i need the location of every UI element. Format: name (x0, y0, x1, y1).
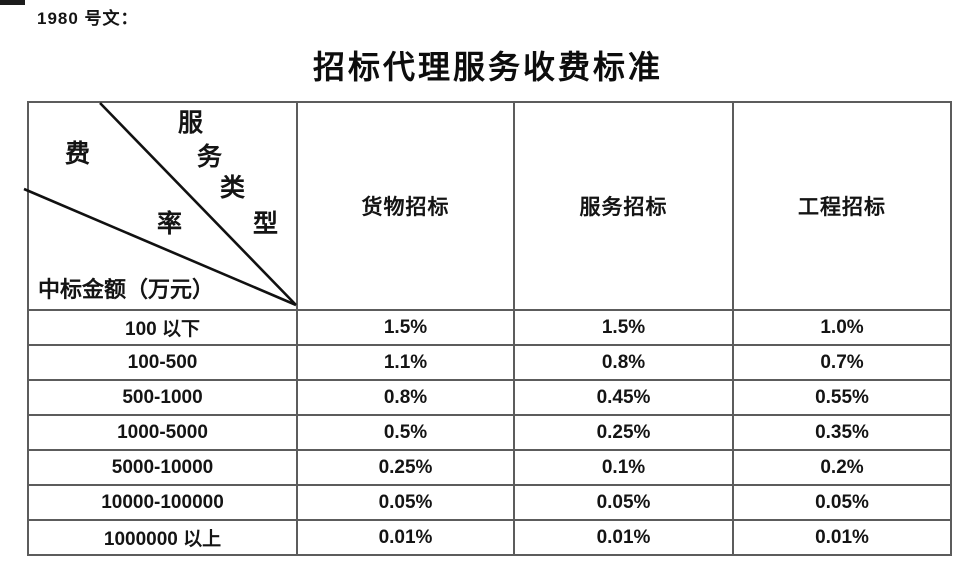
fee-rate-cell: 0.8% (513, 344, 734, 381)
fee-rate-cell: 0.2% (732, 449, 952, 486)
table-row: 1000000 以上 0.01% 0.01% 0.01% (27, 519, 952, 556)
fee-rate-cell: 1.1% (296, 344, 515, 381)
fee-rate-cell: 0.1% (513, 449, 734, 486)
fee-rate-cell: 0.55% (732, 379, 952, 416)
fee-rate-cell: 0.05% (296, 484, 515, 521)
table-row: 5000-10000 0.25% 0.1% 0.2% (27, 449, 952, 486)
table-row: 500-1000 0.8% 0.45% 0.55% (27, 379, 952, 416)
page-title: 招标代理服务收费标准 (312, 49, 663, 85)
fee-rate-cell: 0.35% (732, 414, 952, 451)
fee-rate-cell: 1.5% (296, 309, 515, 346)
row-label-amount-range: 500-1000 (27, 379, 298, 416)
fee-rate-cell: 0.01% (513, 519, 734, 556)
table-row: 1000-5000 0.5% 0.25% 0.35% (27, 414, 952, 451)
header-axis-amount-label: 中标金额（万元） (38, 277, 215, 302)
column-header-service-bidding: 服务招标 (513, 101, 734, 311)
row-label-amount-range: 100 以下 (27, 309, 298, 346)
row-label-amount-range: 10000-100000 (27, 484, 298, 521)
header-axis-service-type-char: 服 (178, 110, 204, 137)
diagonal-divider-lines (23, 102, 297, 307)
fee-rate-cell: 1.5% (513, 309, 734, 346)
table-row: 10000-100000 0.05% 0.05% 0.05% (27, 484, 952, 521)
fee-standard-table: 服 务 类 型 费 率 中标金额（万元） 货物招标 服务招标 工程招标 100 … (23, 101, 952, 556)
fee-rate-cell: 0.25% (513, 414, 734, 451)
row-label-amount-range: 1000-5000 (27, 414, 298, 451)
header-axis-service-type-char: 类 (220, 175, 246, 202)
row-label-amount-range: 100-500 (27, 344, 298, 381)
fee-rate-cell: 0.7% (732, 344, 952, 381)
fee-rate-cell: 0.01% (296, 519, 515, 556)
header-row: 服 务 类 型 费 率 中标金额（万元） 货物招标 服务招标 工程招标 (23, 101, 952, 311)
fee-rate-cell: 0.5% (296, 414, 515, 451)
table-row: 100-500 1.1% 0.8% 0.7% (27, 344, 952, 381)
fee-rate-cell: 0.25% (296, 449, 515, 486)
doc-reference: 1980 号文： (37, 9, 139, 28)
row-label-amount-range: 5000-10000 (27, 449, 298, 486)
row-label-amount-range: 1000000 以上 (27, 519, 298, 556)
table-row: 100 以下 1.5% 1.5% 1.0% (27, 309, 952, 346)
fee-rate-cell: 0.8% (296, 379, 515, 416)
top-left-crop-mark (0, 0, 25, 5)
fee-rate-cell: 1.0% (732, 309, 952, 346)
header-axis-service-type-char: 型 (253, 211, 279, 238)
diagonal-header-cell: 服 务 类 型 费 率 中标金额（万元） (23, 101, 298, 311)
fee-rate-cell: 0.05% (732, 484, 952, 521)
column-header-goods-bidding: 货物招标 (296, 101, 515, 311)
column-header-works-bidding: 工程招标 (732, 101, 952, 311)
header-axis-rate-char: 费 (65, 141, 91, 168)
header-axis-service-type-char: 务 (197, 144, 223, 171)
fee-rate-cell: 0.45% (513, 379, 734, 416)
fee-rate-cell: 0.01% (732, 519, 952, 556)
header-axis-rate-char: 率 (157, 211, 183, 238)
fee-rate-cell: 0.05% (513, 484, 734, 521)
